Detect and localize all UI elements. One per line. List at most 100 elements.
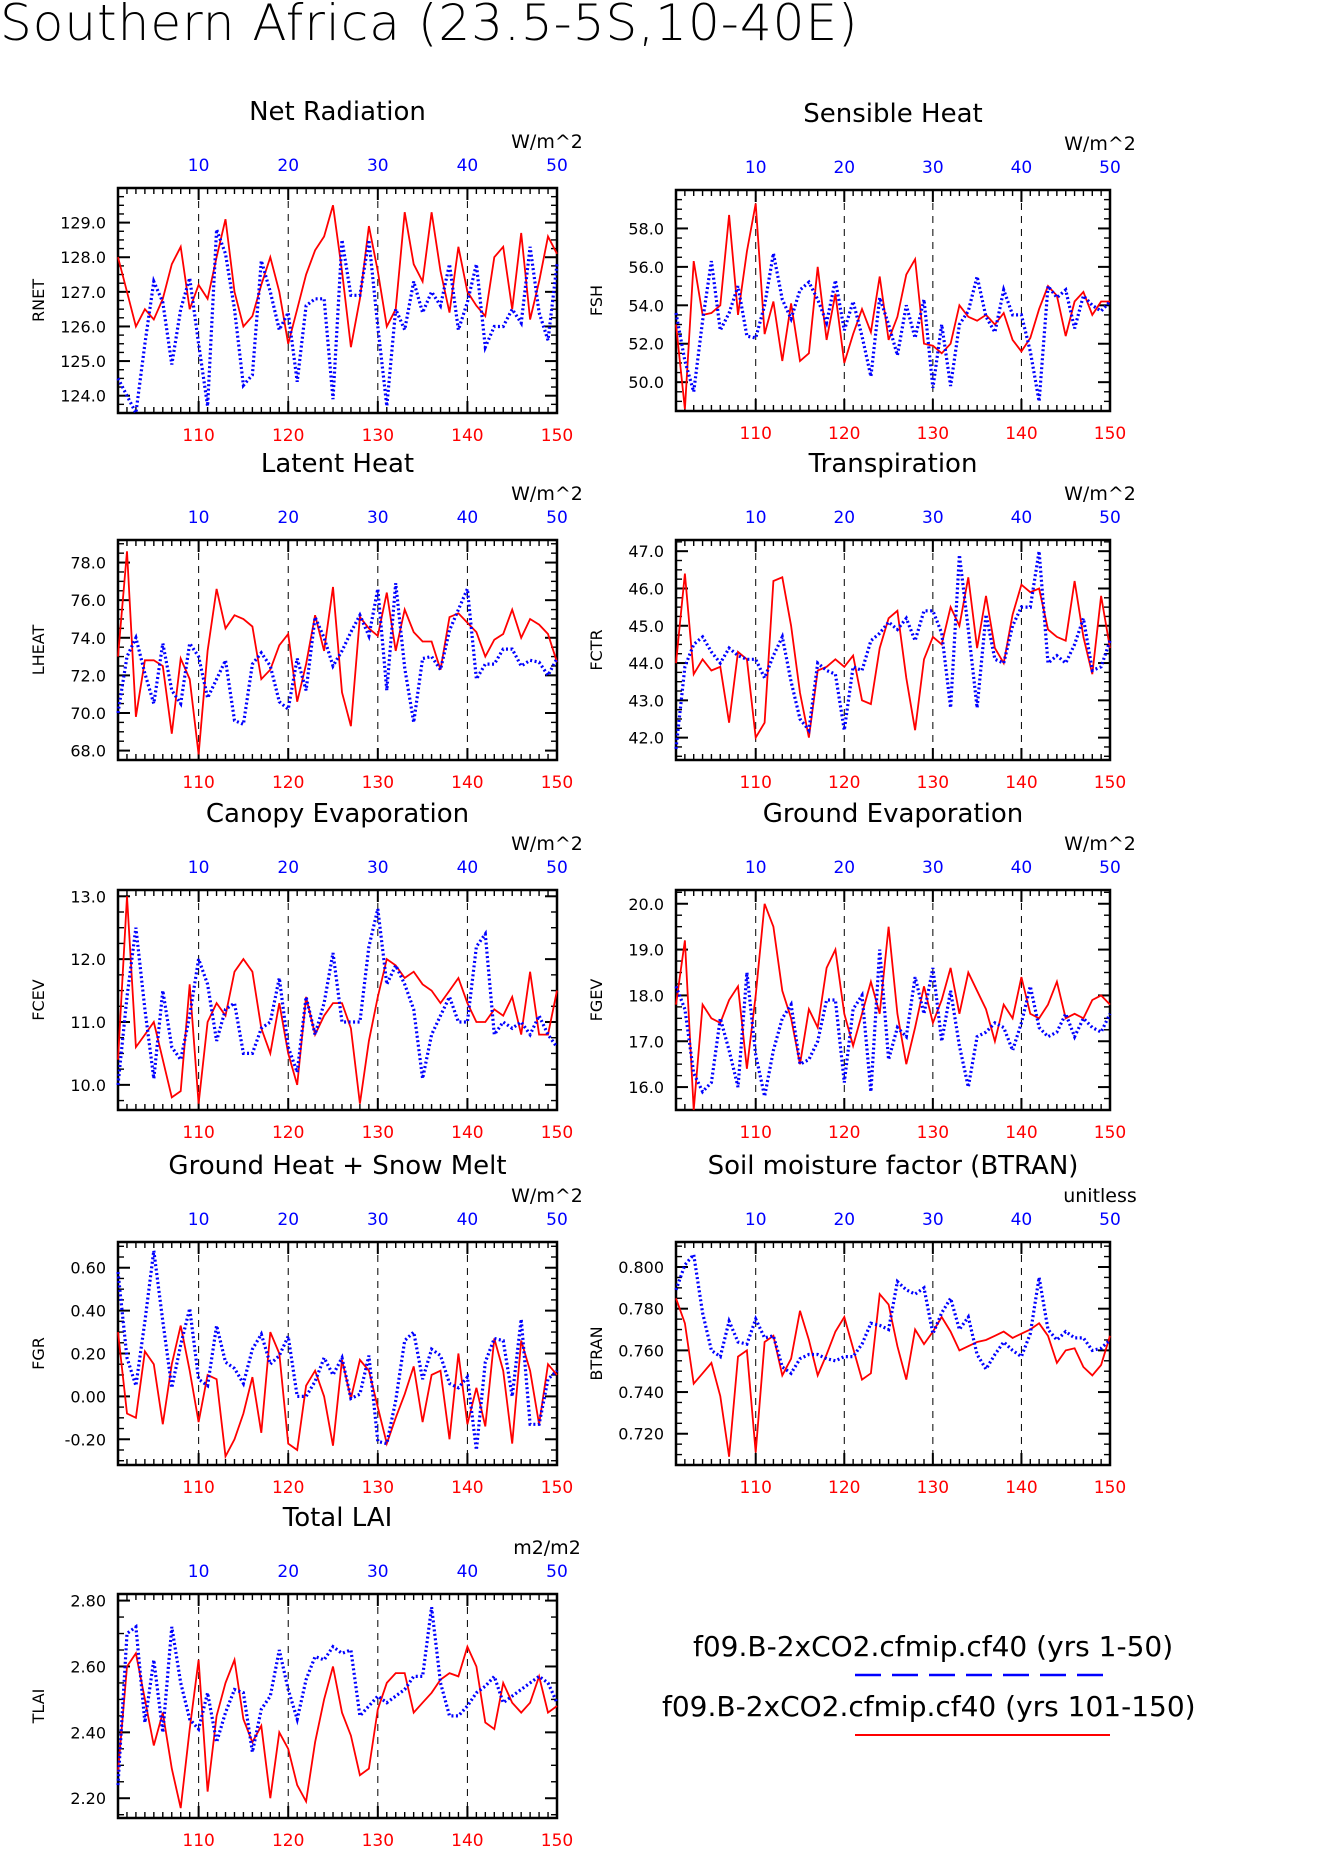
- top-x-tick-label: 10: [745, 158, 767, 178]
- x-tick-label: 150: [541, 426, 573, 446]
- y-tick-label: 11.0: [70, 1013, 106, 1032]
- top-x-tick-label: 20: [833, 508, 855, 528]
- series-line-early: [116, 1606, 559, 1786]
- series-line-recent: [117, 896, 558, 1104]
- x-tick-label: 140: [451, 773, 483, 793]
- top-x-tick-label: 20: [833, 858, 855, 878]
- x-tick-label: 110: [182, 426, 214, 446]
- y-tick-label: 58.0: [628, 219, 664, 238]
- y-tick-label: 2.80: [70, 1592, 106, 1611]
- top-x-tick-label: 10: [188, 858, 210, 878]
- x-tick-label: 150: [1094, 1123, 1126, 1143]
- series-line-recent: [675, 203, 1110, 410]
- x-tick-label: 120: [828, 1123, 860, 1143]
- chart-title: Soil moisture factor (BTRAN): [708, 1151, 1079, 1181]
- units-label: W/m^2: [1064, 133, 1136, 155]
- y-axis-label: RNET: [29, 279, 48, 322]
- y-tick-label: 12.0: [70, 950, 106, 969]
- y-tick-label: 2.20: [70, 1789, 106, 1808]
- series-line-early: [116, 1250, 559, 1451]
- y-tick-label: 44.0: [628, 654, 664, 673]
- top-x-tick-label: 50: [546, 858, 568, 878]
- series-line-recent: [675, 573, 1111, 741]
- top-x-tick-label: 20: [833, 1210, 855, 1230]
- y-tick-label: 0.800: [618, 1258, 664, 1277]
- chart-panel-6: Ground Evaporation W/m^2 110 120 130 140 150 10…: [587, 799, 1136, 1143]
- series-line-recent: [117, 1325, 558, 1460]
- x-tick-label: 110: [739, 1123, 771, 1143]
- x-tick-label: 140: [451, 1123, 483, 1143]
- chart-title: Transpiration: [808, 449, 978, 479]
- y-tick-label: 18.0: [628, 986, 664, 1005]
- top-x-tick-label: 20: [277, 1210, 299, 1230]
- x-tick-label: 120: [272, 773, 304, 793]
- y-tick-label: 45.0: [628, 617, 664, 636]
- top-x-tick-label: 50: [1099, 508, 1121, 528]
- y-axis-label: TLAI: [29, 1689, 48, 1725]
- units-label: W/m^2: [511, 1185, 583, 1207]
- chart-title: Ground Heat + Snow Melt: [168, 1151, 506, 1181]
- y-axis-label: FGEV: [587, 979, 606, 1022]
- y-tick-label: 50.0: [628, 373, 664, 392]
- y-tick-label: 0.760: [618, 1341, 664, 1360]
- top-x-tick-label: 40: [1011, 508, 1033, 528]
- top-x-tick-label: 10: [745, 508, 767, 528]
- y-axis-label: FCTR: [587, 629, 606, 670]
- y-tick-label: 70.0: [70, 704, 106, 723]
- top-x-tick-label: 30: [922, 858, 944, 878]
- top-x-tick-label: 10: [188, 156, 210, 176]
- y-tick-label: 54.0: [628, 296, 664, 315]
- y-tick-label: 128.0: [60, 248, 106, 267]
- x-tick-label: 130: [917, 424, 949, 444]
- top-x-tick-label: 50: [1099, 158, 1121, 178]
- plot-frame: [116, 1240, 559, 1467]
- top-x-tick-label: 10: [745, 858, 767, 878]
- top-x-tick-label: 40: [1011, 158, 1033, 178]
- legend-label-early: f09.B-2xCO2.cfmip.cf40 (yrs 1-50): [693, 1630, 1174, 1663]
- y-tick-label: 127.0: [60, 283, 106, 302]
- series-line-recent: [675, 903, 1111, 1111]
- x-tick-label: 120: [828, 1478, 860, 1498]
- x-tick-label: 110: [182, 1478, 214, 1498]
- chart-panel-2: Sensible Heat W/m^2 110 120 130 140 150 10 20 30 4…: [587, 99, 1136, 444]
- series-line-recent: [117, 1644, 558, 1809]
- units-label: W/m^2: [1064, 483, 1136, 505]
- y-tick-label: 126.0: [60, 317, 106, 336]
- y-tick-label: 74.0: [70, 629, 106, 648]
- y-tick-label: 0.00: [70, 1387, 106, 1406]
- x-tick-label: 150: [541, 773, 573, 793]
- chart-panel-8: Soil moisture factor (BTRAN) unitless 110 1…: [587, 1151, 1137, 1498]
- top-x-tick-label: 20: [277, 508, 299, 528]
- y-tick-label: 56.0: [628, 258, 664, 277]
- top-x-tick-label: 20: [277, 156, 299, 176]
- x-tick-label: 110: [739, 1478, 771, 1498]
- y-tick-label: 2.40: [70, 1723, 106, 1742]
- chart-title: Net Radiation: [249, 97, 426, 127]
- top-x-tick-label: 20: [277, 858, 299, 878]
- x-tick-label: 140: [1005, 1123, 1037, 1143]
- x-tick-label: 120: [272, 1123, 304, 1143]
- top-x-tick-label: 40: [1011, 1210, 1033, 1230]
- units-label: W/m^2: [1064, 833, 1136, 855]
- top-x-tick-label: 50: [1099, 1210, 1121, 1230]
- series-line-early: [674, 1250, 1112, 1376]
- x-tick-label: 140: [1005, 773, 1037, 793]
- chart-title: Sensible Heat: [803, 99, 982, 129]
- series-line-early: [674, 253, 1112, 402]
- x-tick-label: 130: [917, 1123, 949, 1143]
- top-x-tick-label: 30: [922, 1210, 944, 1230]
- y-tick-label: 10.0: [70, 1076, 106, 1095]
- y-tick-label: 16.0: [628, 1078, 664, 1097]
- y-tick-label: 68.0: [70, 742, 106, 761]
- top-x-tick-label: 40: [457, 858, 479, 878]
- top-x-tick-label: 50: [546, 1210, 568, 1230]
- series-line-early: [674, 550, 1112, 749]
- top-x-tick-label: 10: [188, 508, 210, 528]
- plot-frame: [674, 538, 1112, 762]
- series-line-recent: [117, 205, 558, 348]
- plot-frame: [674, 888, 1112, 1112]
- y-axis-label: FSH: [587, 285, 606, 316]
- top-x-tick-label: 10: [188, 1210, 210, 1230]
- plot-frame: [674, 188, 1112, 413]
